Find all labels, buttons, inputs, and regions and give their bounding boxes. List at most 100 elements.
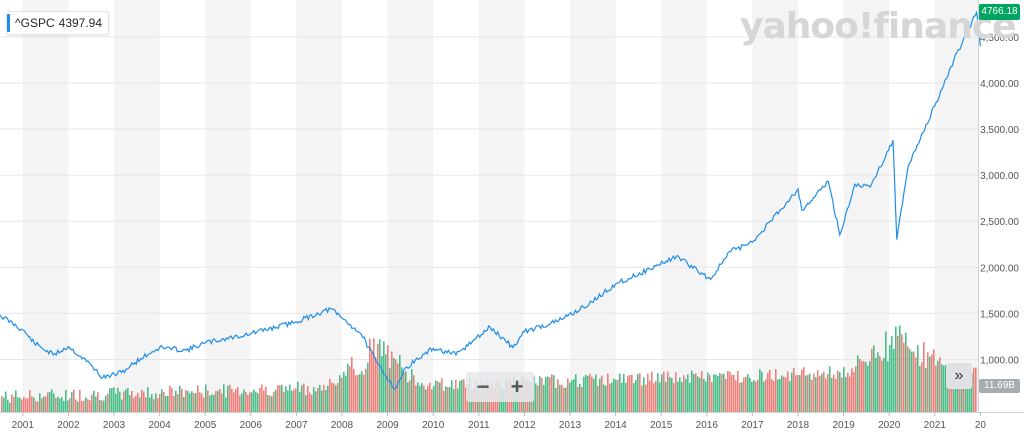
volume-bar [125, 389, 127, 412]
volume-bar [539, 376, 541, 412]
volume-bar [567, 378, 569, 412]
volume-bar [325, 390, 327, 412]
volume-bar [33, 397, 35, 412]
current-price-badge: 4766.18 [979, 4, 1020, 20]
yahoo-finance-logo: yahoo!finance [740, 6, 1017, 47]
volume-bar [705, 381, 707, 412]
volume-bar [643, 377, 645, 412]
volume-bar [701, 371, 703, 412]
volume-bar [945, 364, 947, 412]
volume-bar [267, 394, 269, 412]
volume-bar [459, 380, 461, 412]
volume-bar [753, 380, 755, 412]
volume-bar [237, 387, 239, 412]
volume-bar [383, 341, 385, 412]
volume-bar [541, 377, 543, 412]
zoom-in-button[interactable]: + [510, 374, 524, 399]
x-tick-label: 2010 [422, 420, 445, 431]
volume-bar [615, 379, 617, 412]
volume-bar [939, 357, 941, 412]
volume-bar [163, 391, 165, 412]
volume-bar [901, 334, 903, 412]
volume-bar [743, 377, 745, 412]
volume-bar [617, 379, 619, 412]
volume-bar [607, 373, 609, 412]
volume-bar [693, 374, 695, 412]
volume-bar [911, 351, 913, 412]
volume-bar [915, 357, 917, 412]
volume-bar [271, 396, 273, 412]
volume-bar [571, 380, 573, 412]
volume-bar [899, 325, 901, 412]
volume-bar [895, 326, 897, 412]
volume-bar [819, 375, 821, 412]
volume-bar [577, 387, 579, 412]
volume-bar [155, 393, 157, 412]
volume-bar [903, 342, 905, 412]
volume-bar [891, 335, 893, 412]
volume-bar [827, 374, 829, 412]
volume-bar [681, 381, 683, 412]
volume-bar [639, 373, 641, 412]
volume-bar [127, 388, 129, 412]
x-tick-label: 2002 [57, 420, 80, 431]
volume-bar [1, 396, 3, 412]
volume-bar [35, 401, 37, 412]
volume-bar [323, 384, 325, 412]
y-tick-label: 4,500.00 [980, 33, 1019, 44]
volume-bar [645, 384, 647, 412]
volume-bar [793, 367, 795, 412]
zoom-out-button[interactable]: − [476, 374, 490, 399]
year-band [934, 0, 978, 412]
volume-bar [425, 389, 427, 412]
volume-bar [319, 384, 321, 412]
volume-bar [241, 393, 243, 412]
x-tick-label: 2008 [331, 420, 354, 431]
volume-bar [697, 376, 699, 412]
volume-bar [161, 389, 163, 412]
volume-bar [235, 388, 237, 412]
x-tick-label: 2019 [832, 420, 855, 431]
volume-bar [881, 360, 883, 412]
x-tick-label: 2013 [559, 420, 582, 431]
volume-bar [213, 394, 215, 412]
volume-bar [399, 354, 401, 412]
volume-bar [311, 394, 313, 412]
volume-bar [679, 377, 681, 412]
volume-bar [41, 398, 43, 412]
volume-bar [47, 392, 49, 412]
volume-bar [111, 388, 113, 412]
volume-bar [587, 375, 589, 412]
x-tick-label: 2014 [604, 420, 627, 431]
volume-bar [729, 371, 731, 412]
volume-bar [347, 363, 349, 412]
volume-bar [849, 376, 851, 412]
legend[interactable]: ^GSPC 4397.94 [6, 11, 110, 35]
volume-bar [871, 348, 873, 412]
volume-bar [781, 375, 783, 412]
volume-bar [79, 389, 81, 412]
volume-bar [917, 345, 919, 412]
volume-bar [839, 372, 841, 412]
volume-bar [43, 396, 45, 412]
volume-bar [225, 397, 227, 412]
scroll-to-latest-button[interactable]: » [946, 363, 972, 389]
x-tick-label: 2021 [924, 420, 947, 431]
volume-bar [657, 373, 659, 412]
volume-bar [379, 339, 381, 412]
volume-bar [3, 397, 5, 412]
volume-bar [749, 377, 751, 412]
volume-bar [131, 391, 133, 412]
volume-bar [49, 391, 51, 412]
x-tick-label: 2001 [12, 420, 35, 431]
volume-badge: 11.69B [979, 379, 1020, 393]
volume-bar [897, 335, 899, 412]
volume-bar [547, 376, 549, 412]
volume-bar [55, 397, 57, 412]
volume-bar [599, 378, 601, 412]
volume-bar [107, 393, 109, 412]
y-tick-label: 4,000.00 [980, 79, 1019, 90]
volume-bar [821, 373, 823, 412]
